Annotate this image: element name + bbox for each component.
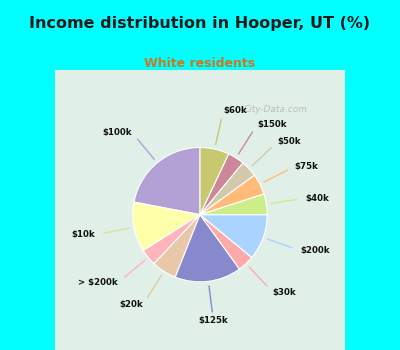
Text: $20k: $20k [119,300,143,309]
Wedge shape [200,147,229,215]
Wedge shape [143,215,200,264]
Text: $200k: $200k [300,246,330,255]
Text: $50k: $50k [278,137,301,146]
Wedge shape [134,147,200,215]
Text: $40k: $40k [305,194,329,203]
Wedge shape [200,175,264,215]
Wedge shape [200,215,252,269]
Text: Income distribution in Hooper, UT (%): Income distribution in Hooper, UT (%) [30,16,370,30]
Wedge shape [154,215,200,277]
Wedge shape [200,215,267,258]
Wedge shape [200,194,267,215]
Text: $60k: $60k [223,106,247,116]
Text: $125k: $125k [198,316,228,325]
Text: $10k: $10k [72,230,96,239]
Text: $100k: $100k [102,128,132,137]
Wedge shape [200,154,243,215]
Text: $30k: $30k [273,288,296,297]
Text: $75k: $75k [295,162,319,171]
FancyBboxPatch shape [52,67,348,350]
Wedge shape [133,202,200,251]
Wedge shape [200,163,254,215]
Text: $150k: $150k [257,120,287,130]
Text: > $200k: > $200k [78,278,118,287]
Text: White residents: White residents [144,57,256,70]
Wedge shape [175,215,240,282]
Text: City-Data.com: City-Data.com [243,105,307,114]
